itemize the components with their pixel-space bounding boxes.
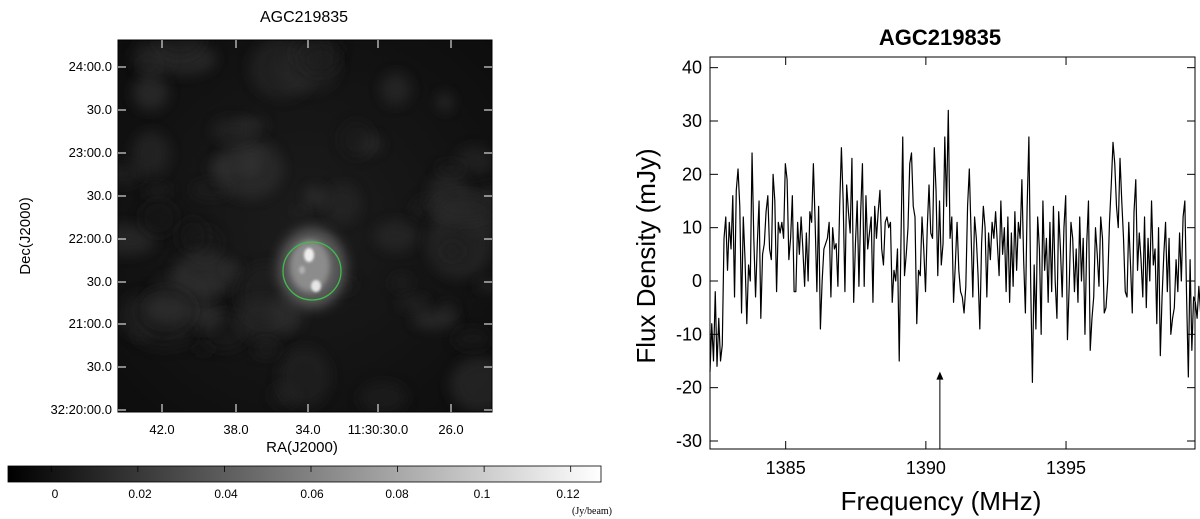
y-tick-label: 30.0 [87,188,112,203]
noise-structure [118,40,492,412]
x-tick-label: 34.0 [295,422,320,437]
noise-blob [172,251,236,296]
noise-blob [140,198,178,237]
intensity-map [118,40,492,412]
spectrum-title: AGC219835 [879,25,1001,50]
colorbar-tick-label: 0.12 [556,487,580,501]
noise-blob [253,339,279,359]
colorbar-tick-label: 0.06 [300,487,324,501]
noise-blob [144,294,192,324]
image-y-axis-label: Dec(J2000) [17,197,34,275]
x-tick-label: 42.0 [149,422,174,437]
spectrum-x-axis: 1385 1390 1395 [766,57,1086,478]
noise-blob [359,381,407,412]
noise-blob [300,43,341,76]
noise-blob [278,347,331,408]
noise-blob [476,278,492,292]
noise-blob [455,146,492,176]
noise-blob [176,217,210,256]
frequency-arrow-annotation [936,371,944,449]
noise-blob [412,309,459,329]
colorbar-tick-label: 0.04 [214,487,238,501]
image-ticks [118,40,492,412]
noise-blob [374,220,418,252]
noise-blob [426,206,492,279]
colorbar-unit-label: (Jy/beam) [572,506,612,517]
spectrum-y-axis: -30 -20 -10 0 10 20 30 40 [676,58,1195,451]
noise-blob [390,274,414,292]
source-marker-circle [282,241,342,301]
spectrum-y-tick-label: 10 [682,218,702,238]
spectrum-x-tick-label: 1390 [906,458,946,478]
noise-blob [304,186,327,208]
colorbar [7,465,602,483]
noise-blob [224,262,244,276]
noise-blob [155,40,204,58]
colorbar-tick-label: 0.02 [128,487,152,501]
spectrum-x-tick-label: 1395 [1046,458,1086,478]
noise-blob [211,117,256,143]
spectrum-line [709,109,1200,383]
noise-blob [132,74,169,111]
noise-blob [216,139,283,199]
spectrum-y-tick-label: 20 [682,164,702,184]
image-x-axis-label: RA(J2000) [266,439,338,456]
spectrum-y-tick-label: 0 [692,271,702,291]
image-title: AGC219835 [260,9,348,26]
spectrum-y-axis-label: Flux Density (mJy) [631,148,661,363]
image-frame [117,39,493,413]
y-tick-label: 30.0 [87,274,112,289]
spectrum-y-tick-label: -10 [676,324,702,344]
noise-blob [453,327,491,350]
noise-blob [436,92,454,112]
y-tick-label: 22:00.0 [69,231,112,246]
x-tick-label: 38.0 [223,422,248,437]
noise-blob [136,59,162,71]
spectrum-y-tick-label: 40 [682,58,702,78]
noise-blob [292,206,309,215]
y-tick-label: 23:00.0 [69,145,112,160]
noise-blob [449,357,492,412]
spectrum-x-axis-label: Frequency (MHz) [841,486,1042,516]
noise-blob [442,243,463,260]
x-tick-labels: 42.0 38.0 34.0 11:30:30.0 26.0 [149,422,463,437]
spectrum-x-tick-label: 1385 [766,458,806,478]
spectrum-y-tick-label: -30 [676,431,702,451]
noise-blob [380,72,411,106]
noise-blob [435,161,465,175]
y-tick-label: 24:00.0 [69,59,112,74]
noise-blob [339,120,375,159]
spectrum-y-tick-label: 30 [682,111,702,131]
noise-blob [324,183,361,224]
noise-blob [433,193,492,222]
colorbar-tick-label: 0.08 [385,487,409,501]
radio-image-panel: AGC219835 24:00.0 30.0 23:00.0 30.0 [7,9,612,517]
noise-blob [189,301,222,330]
y-tick-label: 30.0 [87,102,112,117]
noise-blob [191,343,217,355]
noise-blob [131,131,171,177]
colorbar-ticks [50,466,572,472]
y-tick-label: 21:00.0 [69,316,112,331]
colorbar-tick-label: 0 [52,487,59,501]
colorbar-tick-label: 0.1 [474,487,491,501]
spectrum-series [709,109,1200,383]
y-tick-label: 32:20:00.0 [51,402,112,417]
noise-blob [143,184,172,197]
y-tick-labels: 24:00.0 30.0 23:00.0 30.0 22:00.0 30.0 2… [51,59,112,417]
y-tick-label: 30.0 [87,359,112,374]
x-tick-label: 11:30:30.0 [348,422,408,437]
noise-blob [118,224,156,256]
spectrum-y-tick-label: -20 [676,378,702,398]
colorbar-tick-labels: 0 0.02 0.04 0.06 0.08 0.1 0.12 [52,487,580,501]
arrow-head [936,371,944,380]
noise-blob [236,297,293,341]
noise-blob [398,295,429,311]
x-tick-label: 26.0 [438,422,463,437]
spectrum-panel: AGC219835 -30 -20 -10 0 10 20 30 40 1385 1390 139… [631,25,1200,516]
